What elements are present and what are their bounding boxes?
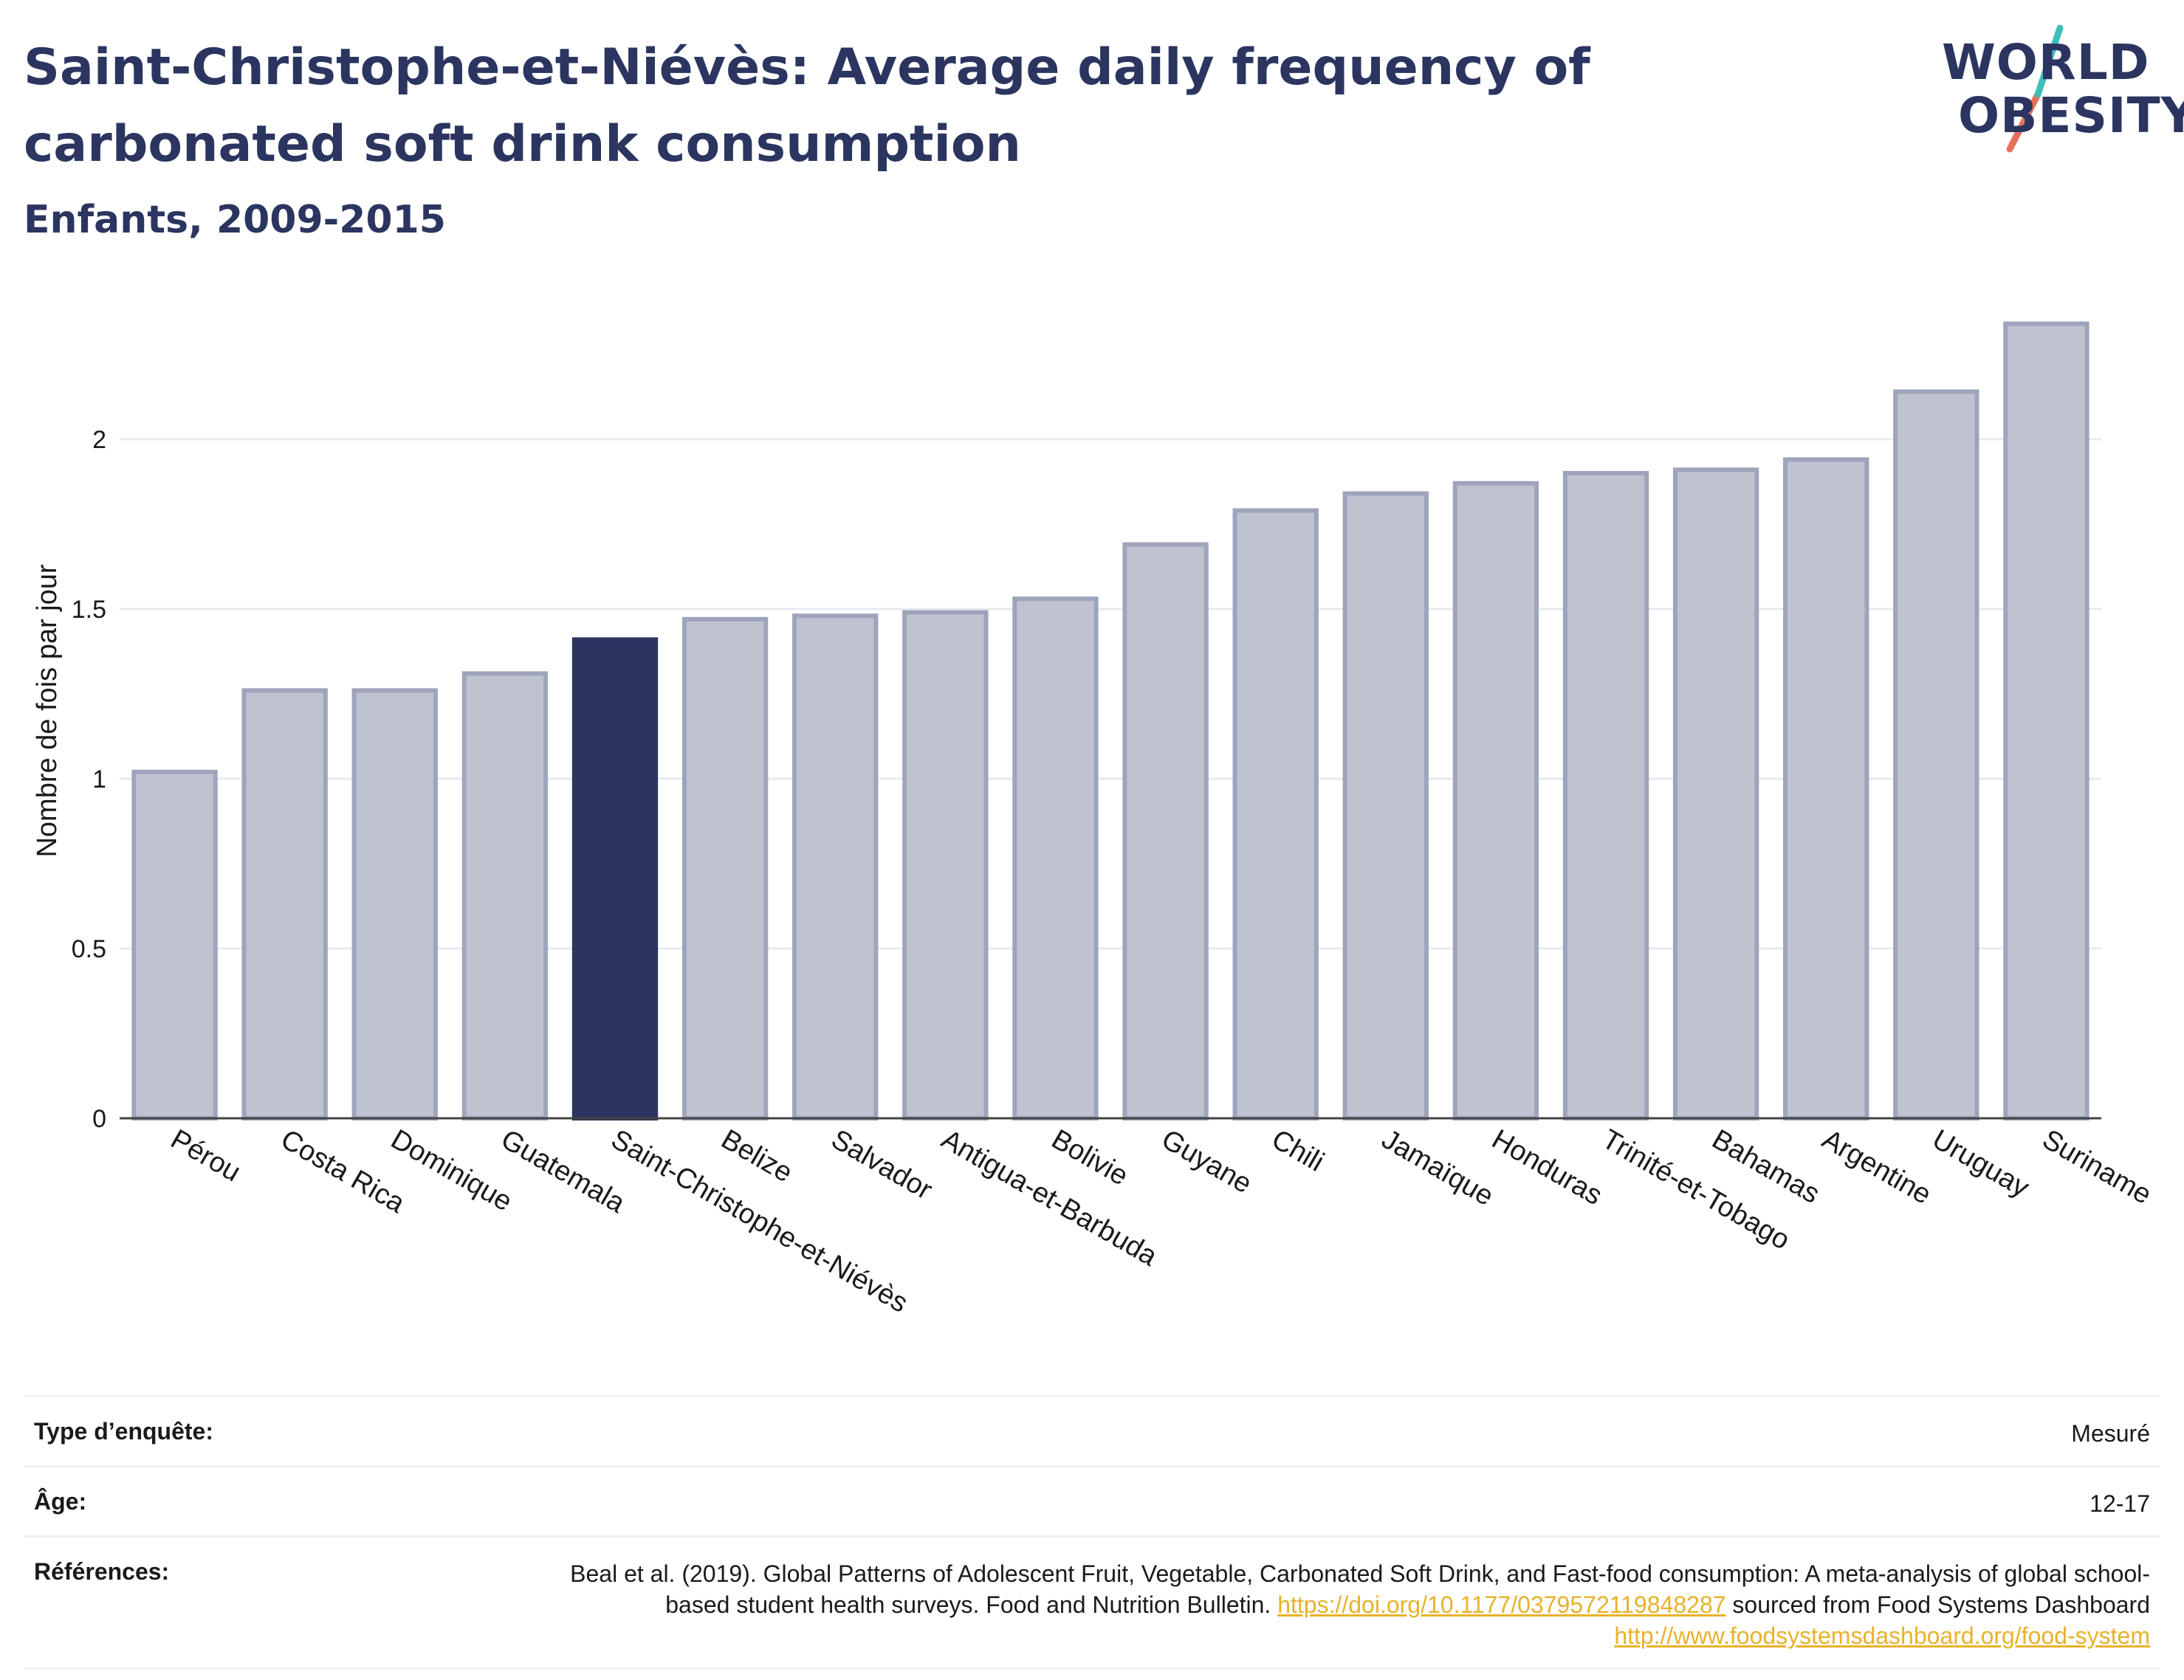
y-tick-label: 2: [92, 426, 106, 454]
x-tick-label: Pérou: [165, 1123, 246, 1188]
y-axis-label: Nombre de fois par jour: [32, 564, 63, 857]
chart-title: Saint-Christophe-et-Niévès: Average dail…: [24, 38, 1590, 173]
doi-link[interactable]: https://doi.org/10.1177/0379572119848287: [1277, 1591, 1726, 1618]
age-row: Âge: 12-17: [24, 1465, 2160, 1535]
x-tick-label: Jamaïque: [1376, 1123, 1499, 1212]
y-tick-label: 0: [92, 1105, 106, 1133]
age-value: 12-17: [2089, 1490, 2150, 1517]
x-tick-label: Costa Rica: [275, 1123, 411, 1219]
bar-chart: 0 0.5 1 1.5 2 Pérou Costa RicaDominiqueGuatem…: [32, 321, 2157, 1319]
bar: [902, 610, 989, 1121]
survey-type-value: Mesuré: [2071, 1420, 2150, 1447]
logo-line-2: OBESITY: [1958, 87, 2184, 144]
bar: [792, 613, 879, 1120]
bars: [131, 321, 2089, 1121]
x-tick-label: Chili: [1266, 1123, 1329, 1177]
bar: [131, 769, 218, 1120]
bar: [681, 616, 769, 1120]
bar: [1342, 491, 1429, 1121]
age-label: Âge:: [34, 1488, 87, 1515]
x-tick-label: Dominique: [385, 1123, 517, 1217]
x-tick-label: Honduras: [1486, 1123, 1607, 1211]
references-row: Références: Beal et al. (2019). Global P…: [24, 1535, 2160, 1670]
survey-type-row: Type d’enquête: Mesuré: [24, 1395, 2160, 1465]
bar: [1893, 389, 1979, 1121]
y-tick-label: 1.5: [72, 596, 106, 624]
bar: [2003, 321, 2089, 1121]
references-label: Références:: [34, 1558, 170, 1585]
y-tick-label: 1: [92, 765, 106, 793]
x-tick-label: Uruguay: [1927, 1123, 2034, 1203]
logo-line-1: WORLD: [1942, 34, 2150, 91]
references-value: Beal et al. (2019). Global Patterns of A…: [526, 1558, 2150, 1651]
bar: [1562, 471, 1649, 1120]
bar-highlighted: [571, 637, 659, 1120]
chart-subtitle: Enfants, 2009-2015: [24, 198, 446, 242]
world-obesity-logo: WORLD OBESITY: [1927, 22, 2184, 162]
reference-text-2: sourced from Food Systems Dashboard: [1725, 1591, 2150, 1618]
x-tick-labels: Pérou Costa RicaDominiqueGuatemalaSaint-C…: [165, 1123, 2157, 1318]
x-tick-label: Belize: [716, 1123, 798, 1188]
logo-slash-icon: [2006, 24, 2064, 153]
x-tick-label: Bolivie: [1046, 1123, 1133, 1191]
bar: [1012, 596, 1099, 1120]
bar: [1122, 542, 1209, 1121]
bar: [241, 688, 328, 1120]
bar: [1452, 481, 1539, 1120]
bar: [461, 671, 549, 1120]
metadata-table: Type d’enquête: Mesuré Âge: 12-17 Référe…: [24, 1395, 2160, 1670]
y-tick-label: 0.5: [72, 935, 106, 963]
grid-lines: [120, 438, 2101, 950]
x-tick-label: Guatemala: [495, 1123, 631, 1219]
x-tick-label: Argentine: [1817, 1123, 1937, 1211]
y-tick-labels: 0 0.5 1 1.5 2: [72, 426, 106, 1133]
x-tick-label: Salvador: [826, 1123, 938, 1206]
x-tick-label: Suriname: [2037, 1123, 2157, 1211]
food-systems-link[interactable]: http://www.foodsystemsdashboard.org/food…: [1614, 1622, 2150, 1649]
survey-type-label: Type d’enquête:: [34, 1418, 213, 1445]
x-tick-label: Guyane: [1156, 1123, 1257, 1199]
bar: [351, 688, 438, 1120]
bar: [1672, 467, 1759, 1120]
bar: [1232, 508, 1319, 1121]
bar: [1783, 457, 1869, 1121]
reference-text-1: Beal et al. (2019). Global Patterns of A…: [570, 1560, 2150, 1618]
x-tick-label: Trinité-et-Tobago: [1597, 1123, 1796, 1256]
